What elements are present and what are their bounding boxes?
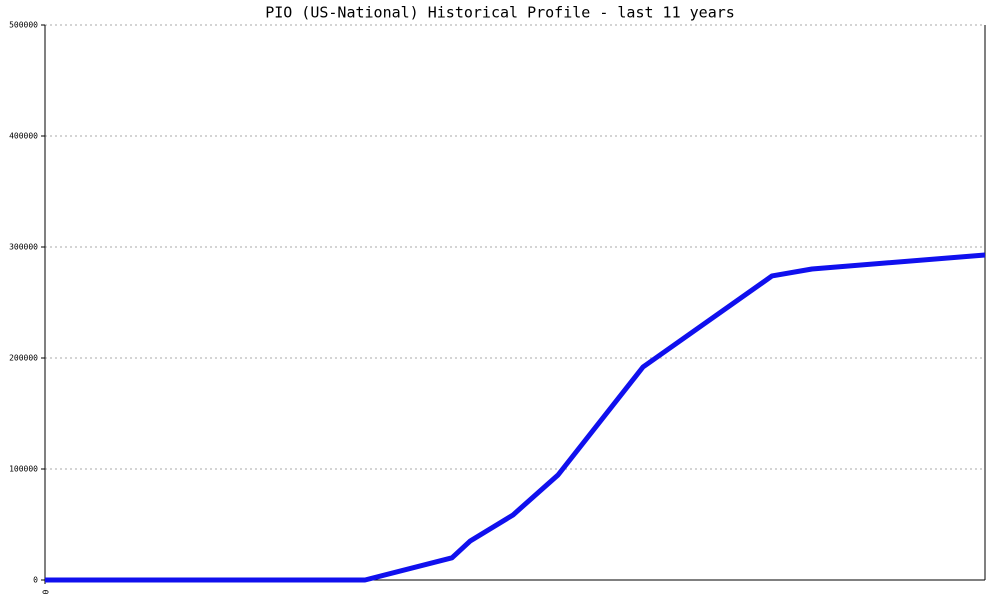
data-line <box>45 252 986 583</box>
y-tick-label: 100000 <box>9 465 38 474</box>
y-tick-label: 300000 <box>9 243 38 252</box>
y-tick-label: 200000 <box>9 354 38 363</box>
chart-title: PIO (US-National) Historical Profile - l… <box>265 4 735 22</box>
y-tick-label: 400000 <box>9 132 38 141</box>
y-tick-label: 500000 <box>9 21 38 30</box>
x-tick-label: 0 <box>41 590 50 595</box>
y-tick-label: 0 <box>33 576 38 585</box>
